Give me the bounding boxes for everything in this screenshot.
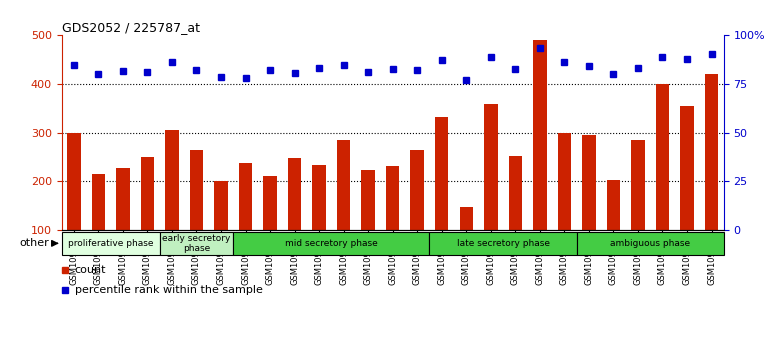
Bar <box>313 165 326 230</box>
Bar <box>337 140 350 230</box>
Bar <box>233 232 430 255</box>
Bar <box>189 150 203 230</box>
Bar <box>263 176 276 230</box>
Bar <box>533 40 547 230</box>
Bar <box>607 180 620 230</box>
Bar <box>705 74 718 230</box>
Bar <box>141 157 154 230</box>
Bar <box>631 140 644 230</box>
Bar <box>460 207 473 230</box>
Text: count: count <box>75 265 106 275</box>
Bar <box>214 181 228 230</box>
Text: percentile rank within the sample: percentile rank within the sample <box>75 285 263 295</box>
Bar <box>680 106 694 230</box>
Bar <box>557 133 571 230</box>
Bar <box>484 103 497 230</box>
Bar <box>410 150 424 230</box>
Bar <box>577 232 724 255</box>
Bar <box>288 158 301 230</box>
Bar <box>508 156 522 230</box>
Text: ambiguous phase: ambiguous phase <box>610 239 690 248</box>
Bar <box>386 166 400 230</box>
Text: other: other <box>19 238 49 249</box>
Text: late secretory phase: late secretory phase <box>457 239 550 248</box>
Text: early secretory
phase: early secretory phase <box>162 234 231 253</box>
Text: mid secretory phase: mid secretory phase <box>285 239 378 248</box>
Bar <box>361 170 375 230</box>
Bar <box>582 135 596 230</box>
Bar <box>159 232 233 255</box>
Text: GDS2052 / 225787_at: GDS2052 / 225787_at <box>62 21 199 34</box>
Bar <box>67 133 81 230</box>
Bar <box>92 174 105 230</box>
Bar <box>116 168 129 230</box>
Bar <box>62 232 159 255</box>
Bar <box>435 117 448 230</box>
Bar <box>656 84 669 230</box>
Bar <box>166 130 179 230</box>
Bar <box>239 163 253 230</box>
Text: proliferative phase: proliferative phase <box>68 239 153 248</box>
Bar <box>430 232 577 255</box>
